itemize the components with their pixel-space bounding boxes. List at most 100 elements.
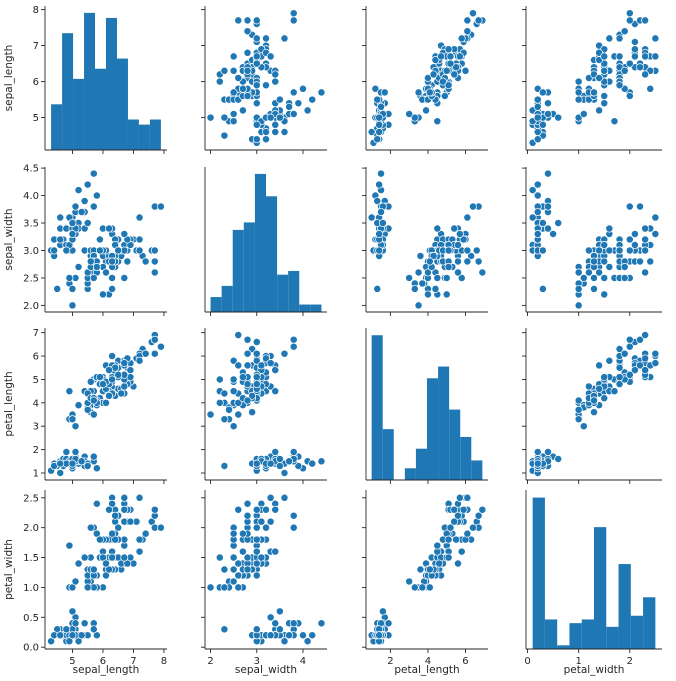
point-sepal_width-vs-petal_width-83	[238, 547, 247, 556]
point-sepal_width-vs-petal_width-93	[220, 583, 229, 592]
point-sepal_length-vs-petal_length-130	[141, 349, 150, 358]
point-sepal_length-vs-sepal_width-70	[95, 235, 104, 244]
point-petal_length-vs-sepal_width-105	[472, 246, 481, 255]
point-sepal_width-vs-petal_length-48	[285, 457, 294, 466]
point-petal_width-vs-petal_length-117	[636, 335, 644, 344]
point-sepal_width-vs-sepal_length-48	[285, 102, 294, 111]
point-petal_length-vs-petal_width-134	[454, 559, 462, 568]
point-sepal_length-vs-petal_width-148	[105, 505, 114, 514]
point-petal_width-vs-sepal_length-43	[554, 113, 563, 122]
point-petal_width-vs-sepal_length-148	[641, 70, 650, 79]
point-petal_length-vs-sepal_width-131	[469, 202, 477, 211]
hist-bar-sepal_length-7	[127, 119, 139, 150]
hist-bar-sepal_width-8	[299, 304, 311, 312]
hist-bar-petal_width-7	[618, 564, 631, 649]
point-petal_length-vs-petal_width-147	[446, 523, 455, 532]
point-sepal_width-vs-petal_length-98	[229, 422, 238, 431]
ytick-label-sepal_length-1: 6	[33, 77, 39, 88]
point-sepal_width-vs-sepal_length-134	[234, 74, 243, 82]
point-petal_length-vs-sepal_length-129	[457, 34, 466, 43]
point-petal_width-vs-sepal_length-147	[625, 59, 634, 68]
point-sepal_width-vs-sepal_length-147	[252, 59, 261, 68]
point-sepal_width-vs-petal_width-85	[271, 547, 280, 556]
point-sepal_width-vs-petal_width-31	[271, 619, 280, 628]
point-sepal_length-vs-petal_width-99	[89, 565, 98, 574]
xtick-label-sepal_length-0: 5	[69, 656, 75, 667]
point-sepal_width-vs-sepal_length-41	[220, 131, 229, 140]
point-petal_length-vs-petal_width-148	[450, 505, 459, 514]
point-petal_width-vs-sepal_width-149	[615, 246, 624, 255]
point-petal_width-vs-sepal_width-134	[595, 268, 604, 277]
point-petal_width-vs-sepal_width-86	[600, 241, 609, 249]
hist-bar-petal_width-4	[581, 619, 594, 649]
point-sepal_length-vs-sepal_width-60	[68, 301, 77, 310]
xtick-label-sepal_width-0: 2	[207, 656, 213, 667]
point-sepal_width-vs-sepal_length-16	[294, 99, 303, 108]
point-sepal_length-vs-sepal_width-16	[80, 197, 89, 205]
point-sepal_width-vs-petal_width-86	[257, 553, 266, 562]
point-sepal_width-vs-sepal_length-43	[275, 113, 284, 122]
point-sepal_width-vs-petal_length-130	[243, 349, 252, 358]
point-sepal_length-vs-petal_length-24	[62, 447, 71, 456]
point-sepal_length-vs-petal_length-138	[98, 380, 107, 389]
point-petal_length-vs-sepal_width-135	[463, 246, 472, 255]
point-sepal_length-vs-petal_width-114	[92, 499, 101, 508]
point-sepal_width-vs-petal_length-79	[234, 410, 243, 419]
point-petal_length-vs-petal_width-98	[405, 577, 414, 586]
point-petal_width-vs-sepal_length-66	[600, 92, 609, 100]
ylabel-sepal_length: sepal_length	[3, 45, 15, 112]
xtick-label-petal_width-1: 1	[575, 656, 581, 667]
point-petal_length-vs-sepal_length-93	[410, 113, 419, 122]
ytick-label-sepal_width-0: 2.0	[23, 301, 39, 312]
point-sepal_width-vs-petal_width-33	[308, 631, 317, 640]
point-sepal_width-vs-petal_length-99	[243, 396, 252, 405]
point-petal_length-vs-sepal_width-146	[442, 274, 451, 282]
point-petal_length-vs-sepal_width-134	[454, 268, 462, 277]
point-sepal_width-vs-petal_width-133	[243, 553, 252, 562]
point-petal_length-vs-sepal_width-48	[377, 208, 385, 216]
point-sepal_width-vs-petal_length-85	[271, 387, 280, 396]
point-petal_length-vs-sepal_width-79	[414, 268, 423, 277]
xtick-label-sepal_length-1: 6	[100, 656, 106, 667]
point-petal_width-vs-sepal_width-72	[600, 274, 609, 282]
point-petal_width-vs-sepal_width-129	[605, 246, 614, 255]
point-petal_length-vs-sepal_width-130	[463, 257, 472, 266]
point-petal_length-vs-sepal_length-145	[446, 52, 455, 61]
point-sepal_length-vs-petal_width-59	[74, 559, 83, 568]
point-petal_length-vs-petal_width-43	[378, 607, 387, 616]
point-petal_width-vs-sepal_width-114	[646, 257, 655, 266]
hist-bar-petal_length-6	[438, 366, 450, 480]
point-sepal_length-vs-petal_width-131	[156, 523, 165, 532]
point-petal_width-vs-sepal_width-139	[630, 241, 639, 249]
point-sepal_width-vs-sepal_length-130	[243, 27, 252, 36]
point-petal_length-vs-petal_width-117	[474, 511, 483, 520]
hist-bar-sepal_length-3	[84, 12, 96, 150]
point-petal_length-vs-sepal_length-86	[437, 52, 446, 61]
point-sepal_width-vs-petal_width-143	[262, 505, 270, 514]
point-petal_length-vs-sepal_width-148	[450, 224, 459, 233]
point-sepal_length-vs-petal_length-36	[83, 462, 92, 470]
point-petal_length-vs-petal_width-129	[457, 547, 466, 556]
point-sepal_width-vs-petal_length-132	[243, 361, 252, 370]
point-petal_width-vs-sepal_width-45	[538, 246, 547, 255]
point-petal_length-vs-sepal_length-14	[371, 84, 380, 93]
point-petal_width-vs-petal_length-81	[574, 405, 583, 414]
hist-bar-petal_width-5	[594, 527, 607, 649]
point-petal_width-vs-petal_length-134	[595, 361, 604, 370]
point-sepal_width-vs-sepal_length-14	[299, 84, 307, 93]
ytick-label-petal_width-4: 2.0	[23, 523, 39, 534]
point-petal_width-vs-petal_length-122	[625, 335, 634, 344]
point-petal_length-vs-petal_width-99	[425, 565, 434, 574]
point-sepal_length-vs-sepal_width-119	[98, 290, 107, 299]
point-petal_length-vs-sepal_length-122	[474, 16, 483, 25]
point-sepal_length-vs-petal_width-145	[120, 505, 129, 514]
point-sepal_width-vs-sepal_length-106	[229, 117, 238, 126]
point-sepal_width-vs-petal_width-92	[234, 571, 243, 580]
hist-bar-sepal_length-4	[95, 68, 106, 150]
point-petal_width-vs-petal_length-99	[590, 396, 598, 405]
point-sepal_length-vs-petal_length-86	[120, 382, 129, 391]
point-petal_length-vs-sepal_length-75	[431, 56, 440, 64]
point-petal_length-vs-sepal_length-146	[442, 66, 451, 75]
point-sepal_length-vs-petal_width-47	[56, 631, 65, 640]
point-petal_width-vs-petal_length-133	[600, 373, 609, 382]
